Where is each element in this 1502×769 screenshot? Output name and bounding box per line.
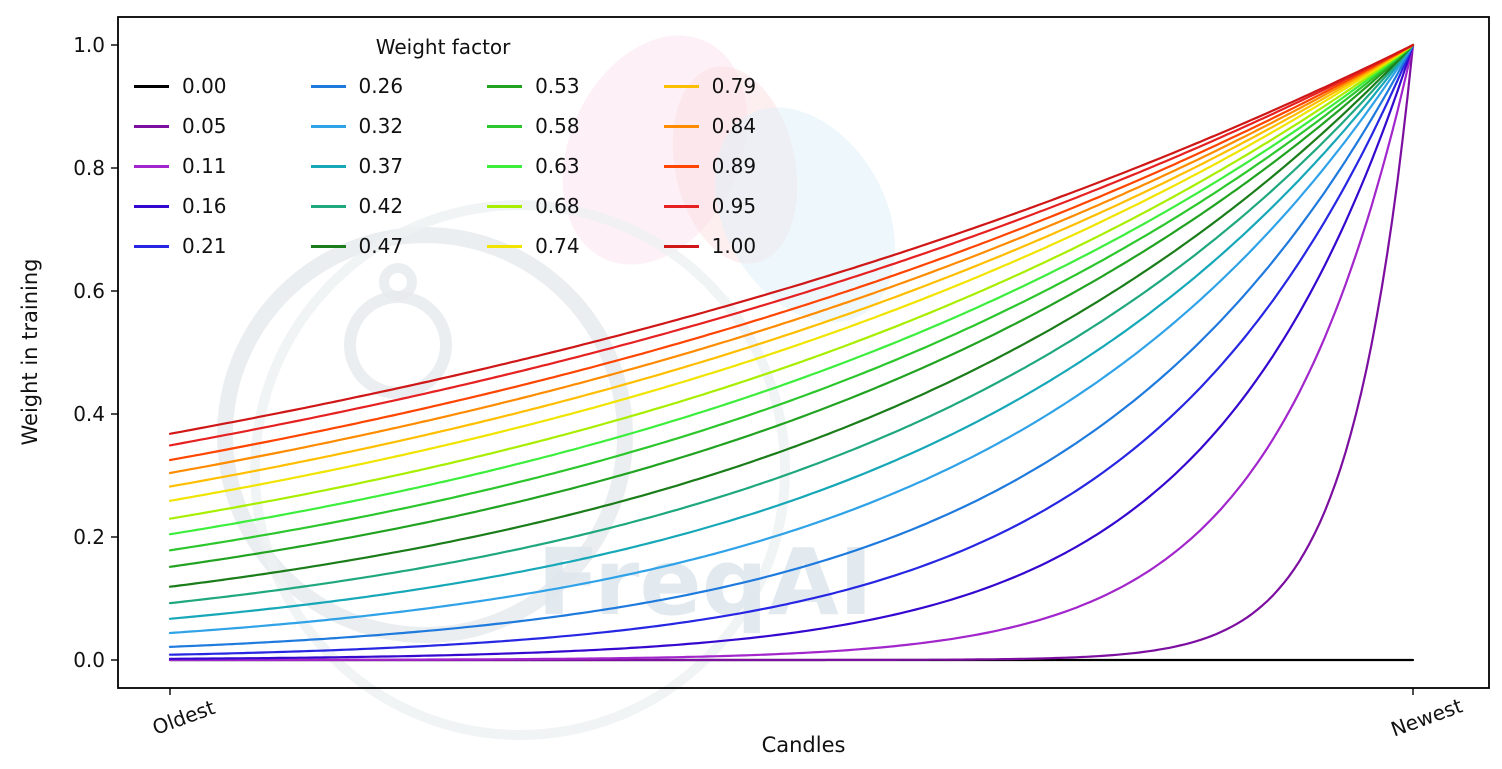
series-curve-0.11: [168, 43, 1415, 661]
legend-label: 0.21: [182, 234, 227, 258]
series-curve-0.26: [168, 43, 1415, 648]
legend-label: 0.84: [711, 114, 757, 138]
legend-swatch-icon: [487, 84, 523, 88]
legend-label: 1.00: [711, 234, 757, 258]
legend-entry-0.53: 0.53: [487, 74, 580, 98]
legend-label: 0.00: [182, 74, 227, 98]
legend-swatch-icon: [663, 164, 699, 168]
series-curve-0.74: [168, 43, 1415, 502]
series-curve-0.53: [168, 43, 1415, 568]
y-tick-label: 0.6: [73, 279, 105, 303]
legend-swatch-icon: [134, 244, 169, 248]
legend-swatch-icon: [310, 204, 346, 208]
y-axis-label: Weight in training: [18, 258, 42, 446]
legend-swatch-icon: [310, 124, 346, 128]
series-curve-0.42: [168, 43, 1415, 605]
legend-entry-0.58: 0.58: [487, 114, 580, 138]
legend-label: 0.26: [358, 74, 404, 98]
watermark-gear: [344, 291, 452, 399]
legend-entry-0.63: 0.63: [487, 154, 580, 178]
series-curve-0.47: [168, 43, 1415, 588]
legend-entry-0.16: 0.16: [134, 194, 227, 218]
legend-entry-0.74: 0.74: [487, 234, 580, 258]
series-curve-0.16: [168, 43, 1415, 660]
legend-swatch-icon: [134, 84, 169, 88]
legend-swatch-icon: [663, 204, 699, 208]
legend-entry-0.79: 0.79: [663, 74, 757, 98]
legend-entry-0.95: 0.95: [663, 194, 757, 218]
legend-label: 0.89: [711, 154, 757, 178]
legend-swatch-icon: [663, 84, 699, 88]
legend-title: Weight factor: [375, 35, 511, 59]
legend-swatch-icon: [663, 124, 699, 128]
y-tick-label: 0.8: [73, 156, 105, 180]
series-curve-0.68: [168, 43, 1415, 520]
legend-swatch-icon: [487, 124, 523, 128]
legend-entries: 0.00 0.05 0.11 0.16 0.21 0.26 0.32 0.37 0.42 0.47…: [130, 66, 756, 266]
legend-label: 0.47: [358, 234, 404, 258]
y-tick-label: 0.0: [73, 648, 105, 672]
legend-entry-0.68: 0.68: [487, 194, 580, 218]
legend-label: 0.37: [358, 154, 404, 178]
legend-label: 0.79: [711, 74, 757, 98]
watermark-stopwatch-button: [379, 263, 417, 301]
legend-label: 0.05: [182, 114, 227, 138]
legend-entry-0.47: 0.47: [310, 234, 404, 258]
legend-label: 0.53: [535, 74, 580, 98]
legend-label: 0.63: [535, 154, 580, 178]
legend-swatch-icon: [310, 244, 346, 248]
series-curve-1.00: [168, 43, 1415, 435]
x-axis-label: Candles: [761, 733, 846, 757]
legend-swatch-icon: [310, 164, 346, 168]
legend-swatch-icon: [487, 244, 523, 248]
legend-label: 0.74: [535, 234, 580, 258]
legend-entry-0.00: 0.00: [134, 74, 227, 98]
series-curve-0.95: [168, 43, 1415, 447]
legend-entry-0.42: 0.42: [310, 194, 404, 218]
legend-label: 0.58: [535, 114, 580, 138]
legend-entry-0.89: 0.89: [663, 154, 757, 178]
series-curve-0.84: [168, 43, 1415, 475]
legend-label: 0.95: [711, 194, 757, 218]
series-curve-0.21: [168, 43, 1415, 656]
legend-entry-0.32: 0.32: [310, 114, 404, 138]
legend-entry-0.26: 0.26: [310, 74, 404, 98]
series-curve-0.79: [168, 43, 1415, 488]
axes-frame: [117, 16, 1490, 689]
legend-entry-0.21: 0.21: [134, 234, 227, 258]
y-tick-label: 1.0: [73, 33, 105, 57]
series-curve-0.37: [168, 43, 1415, 620]
legend-entry-0.11: 0.11: [134, 154, 227, 178]
series-curve-0.32: [168, 43, 1415, 635]
legend-label: 0.32: [358, 114, 404, 138]
legend-swatch-icon: [310, 84, 346, 88]
legend-label: 0.42: [358, 194, 404, 218]
legend-label: 0.16: [182, 194, 227, 218]
series-curve-0.89: [168, 43, 1415, 462]
series-curve-0.58: [168, 43, 1415, 552]
legend-swatch-icon: [134, 124, 169, 128]
legend-swatch-icon: [134, 204, 169, 208]
legend-swatch-icon: [487, 204, 523, 208]
y-tick-label: 0.4: [73, 402, 105, 426]
legend-label: 0.11: [182, 154, 227, 178]
legend-entry-0.37: 0.37: [310, 154, 404, 178]
legend: Weight factor 0.00 0.05 0.11 0.16 0.21 0.26 0.…: [130, 32, 756, 266]
legend-entry-0.84: 0.84: [663, 114, 757, 138]
legend-swatch-icon: [663, 244, 699, 248]
series-curve-0.63: [168, 43, 1415, 536]
legend-swatch-icon: [134, 164, 169, 168]
legend-entry-1.00: 1.00: [663, 234, 757, 258]
legend-label: 0.68: [535, 194, 580, 218]
y-tick-label: 0.2: [73, 525, 105, 549]
legend-entry-0.05: 0.05: [134, 114, 227, 138]
legend-swatch-icon: [487, 164, 523, 168]
